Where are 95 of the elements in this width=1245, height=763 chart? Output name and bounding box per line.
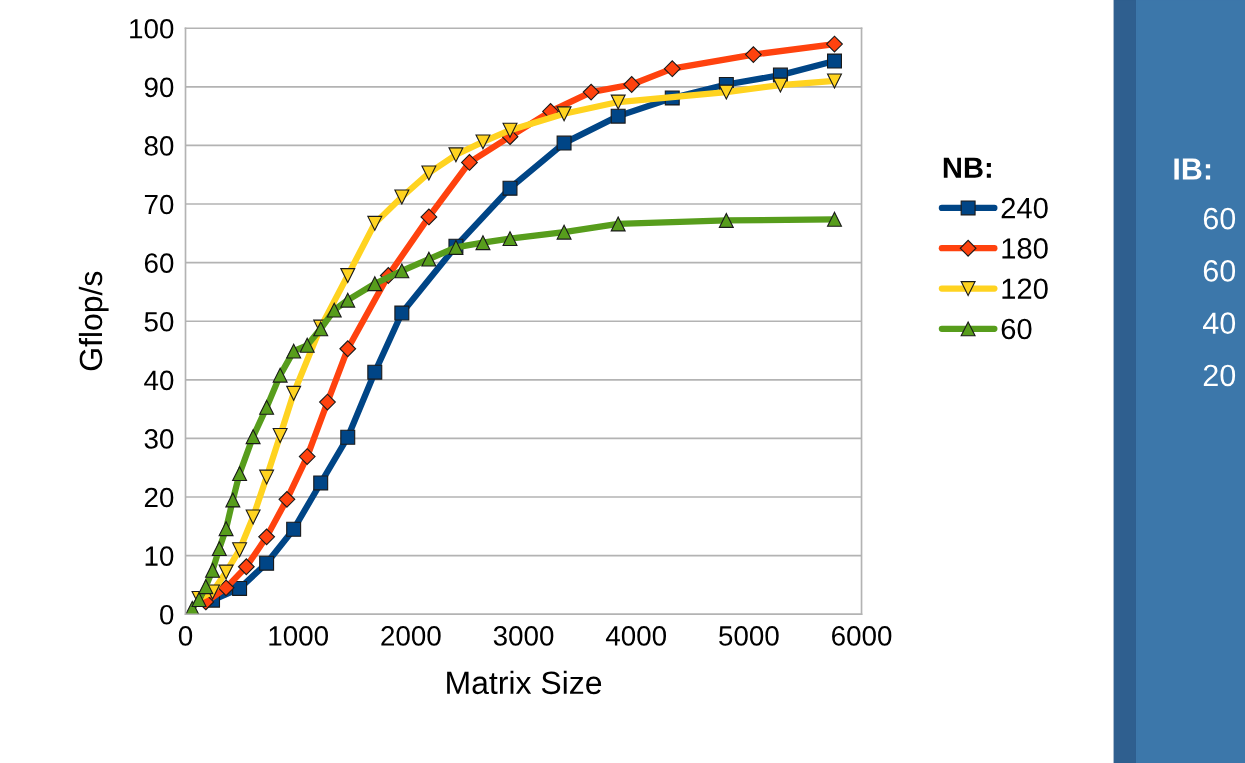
point: [259, 399, 275, 415]
point: [218, 521, 234, 537]
point: [623, 76, 641, 93]
y-tick-label: 60: [144, 253, 174, 273]
point: [502, 231, 518, 247]
point: [319, 393, 336, 411]
point: [421, 165, 437, 181]
y-tick-label: 40: [144, 370, 174, 391]
x-tick-label: 6000: [832, 626, 892, 646]
point: [582, 83, 600, 101]
point: [556, 224, 572, 240]
y-axis-title: Gflop/s: [78, 271, 109, 371]
point: [610, 216, 626, 232]
x-tick-label: 3000: [493, 626, 554, 646]
point: [298, 448, 316, 465]
point: [278, 490, 296, 508]
y-tick-label: 80: [144, 136, 174, 156]
point: [744, 46, 762, 64]
text: 20: [1203, 364, 1236, 387]
text: 60: [1203, 260, 1236, 282]
y-tick-label: 90: [144, 77, 174, 98]
point: [421, 251, 437, 267]
x-tick-label: 0: [178, 626, 193, 646]
point: [772, 77, 788, 93]
x-tick-label: 2000: [381, 626, 441, 646]
point: [826, 73, 842, 89]
point: [258, 528, 276, 546]
point: [448, 147, 464, 163]
point: [826, 211, 842, 227]
point: [340, 292, 356, 308]
legend-label: 240: [1001, 197, 1048, 219]
y-tick-label: 30: [144, 429, 174, 449]
x-tick-label: 5000: [719, 626, 779, 646]
point: [205, 562, 221, 578]
point: [394, 263, 410, 279]
point: [718, 212, 734, 228]
point: [556, 106, 572, 122]
point: [367, 215, 383, 231]
point: [367, 364, 383, 380]
x-tick-label: 4000: [605, 626, 667, 646]
point: [475, 235, 491, 251]
legend-label: 120: [1002, 278, 1048, 300]
point: [556, 135, 572, 151]
point: [237, 558, 255, 576]
point: [394, 305, 410, 321]
y-tick-label: 0: [160, 604, 174, 625]
y-tick-label: 20: [144, 487, 174, 508]
text: 60: [1203, 207, 1236, 230]
point: [502, 122, 518, 138]
text: IB:: [1174, 158, 1211, 180]
legend-title: NB:: [943, 157, 991, 178]
text: 40: [1203, 312, 1236, 334]
point: [272, 367, 288, 383]
point: [232, 580, 248, 596]
point: [245, 509, 261, 525]
point: [461, 154, 478, 171]
y-tick-label: 50: [144, 311, 174, 332]
y-tick-label: 10: [145, 546, 174, 566]
x-axis-title: Matrix Size: [447, 670, 602, 695]
point: [475, 134, 491, 150]
legend-label: 180: [1002, 238, 1048, 259]
point: [211, 541, 227, 557]
point: [826, 53, 842, 69]
point: [232, 542, 248, 558]
point: [286, 385, 302, 401]
point: [225, 492, 241, 508]
point: [218, 564, 234, 580]
point: [313, 475, 329, 491]
point: [610, 108, 626, 124]
point: [367, 276, 383, 292]
point: [663, 60, 681, 78]
point: [502, 180, 518, 196]
point: [718, 84, 734, 100]
x-tick-label: 1000: [269, 626, 328, 646]
point: [259, 469, 275, 485]
y-tick-label: 70: [144, 194, 174, 215]
point: [299, 337, 315, 353]
point: [272, 427, 288, 443]
point: [340, 429, 356, 445]
point: [420, 208, 438, 226]
point: [826, 35, 843, 53]
point: [340, 268, 356, 284]
point: [198, 579, 214, 595]
point: [326, 302, 342, 318]
point: [286, 343, 302, 359]
point: [217, 579, 235, 597]
point: [394, 189, 410, 205]
point: [259, 555, 275, 571]
point: [339, 340, 357, 358]
point: [232, 466, 248, 482]
legend-label: 60: [1001, 318, 1032, 340]
y-tick-label: 100: [130, 18, 174, 39]
point: [286, 521, 302, 537]
point: [610, 94, 626, 110]
point: [245, 429, 261, 445]
